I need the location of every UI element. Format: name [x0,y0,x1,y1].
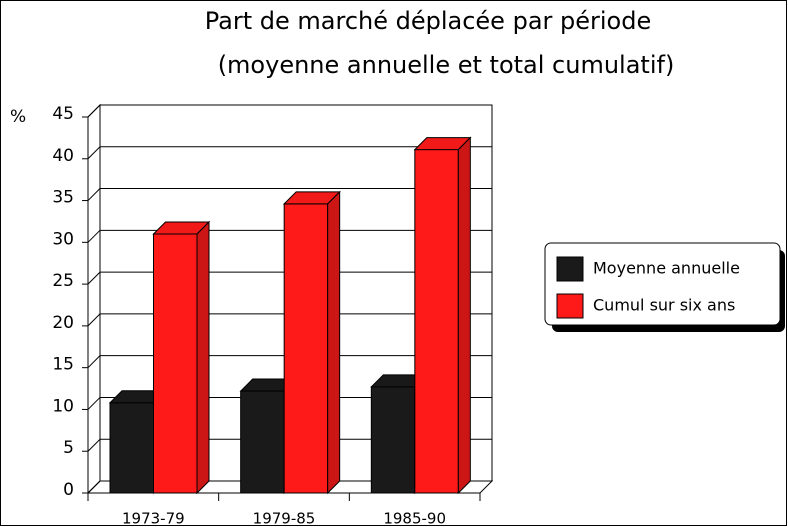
bar [370,386,416,494]
y-tick-label: 10 [52,396,74,416]
y-axis-label: % [10,107,26,127]
grid-line [87,188,492,201]
bar [109,402,154,494]
bar-side [196,220,210,495]
y-tick-label: 15 [52,355,74,375]
bar [283,203,329,494]
grid-line [87,271,492,285]
y-tick-label: 5 [63,438,74,458]
legend-label: Cumul sur six ans [593,296,735,315]
bar [414,149,459,494]
legend-swatch [556,293,584,319]
bar-side [327,190,341,495]
grid-line [87,104,492,118]
grid-line [87,229,492,243]
y-tick-label: 45 [52,104,74,124]
grid-line [87,438,492,452]
x-tick-label: 1973-79 [122,510,185,527]
y-tick-label: 35 [52,188,74,208]
x-tick-label: 1979-85 [253,510,316,527]
y-tick-label: 40 [52,146,74,166]
grid-line [87,355,492,369]
bar [153,233,198,494]
grid-line [87,480,492,494]
grid-line [87,313,492,327]
y-tick-label: 25 [52,271,74,291]
x-tick-label: 1985-90 [383,510,446,527]
grid-line [87,396,492,410]
legend-swatch [556,256,584,282]
legend-label: Moyenne annuelle [593,259,740,278]
legend-box [544,242,781,326]
bar [240,390,285,494]
y-tick-label: 0 [63,480,74,500]
grid-line [87,146,492,160]
chart-title: Part de marché déplacée par période [205,7,651,35]
bar-side [457,136,471,495]
chart-subtitle: (moyenne annuelle et total cumulatif) [218,51,675,79]
y-tick-label: 30 [52,229,74,249]
y-tick-label: 20 [52,313,74,333]
